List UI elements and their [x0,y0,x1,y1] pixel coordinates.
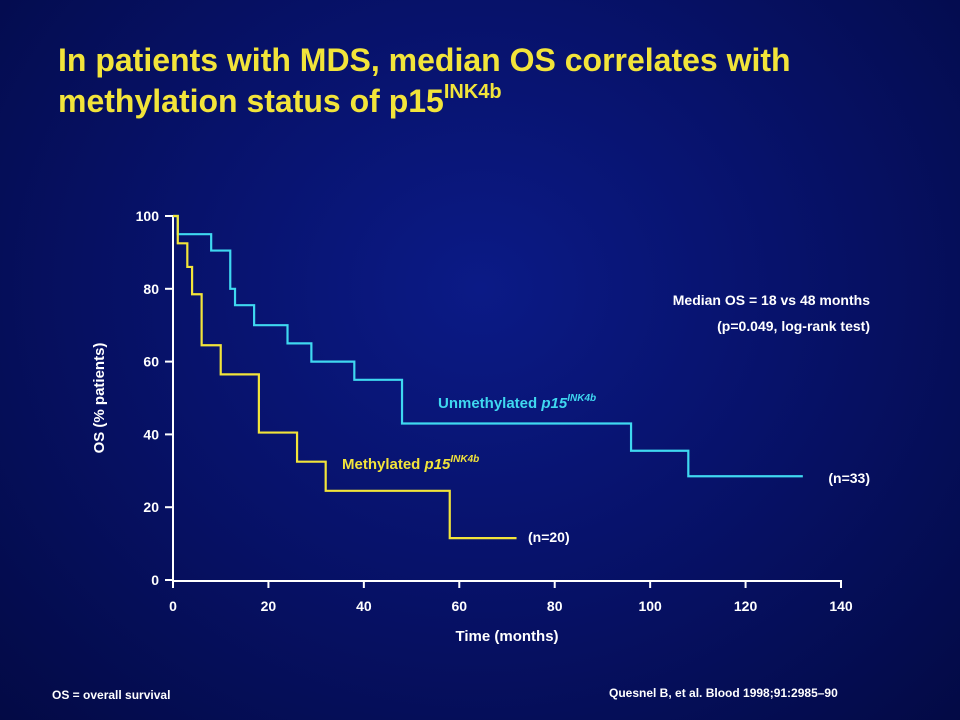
chart-axes: 0 20 40 60 80 100 120 140 0 20 40 60 80 100 [136,208,853,614]
slide-title-text: In patients with MDS, median OS correlat… [58,42,791,119]
median-os-annotation: Median OS = 18 vs 48 months [673,292,870,308]
methylated-label-superscript: INK4b [450,454,479,465]
y-tick-label: 60 [143,354,159,370]
chart-series [173,214,803,540]
footnote-abbreviation: OS = overall survival [52,688,171,702]
methylated-label-text: Methylated [342,456,425,473]
y-tick-label: 80 [143,281,159,297]
methylated-n-label: (n=20) [528,529,570,545]
unmethylated-label-gene: p15 [540,395,568,412]
unmethylated-survival-curve [173,214,803,478]
x-tick-label: 140 [829,598,853,614]
unmethylated-label-text: Unmethylated [438,395,541,412]
x-tick-label: 0 [169,598,177,614]
footnote-citation: Quesnel B, et al. Blood 1998;91:2985–90 [609,686,838,700]
slide-title-superscript: INK4b [443,81,502,103]
unmethylated-series-label: Unmethylated p15INK4b [438,393,596,412]
y-tick-label: 20 [143,499,159,515]
y-tick-label: 100 [136,208,160,224]
x-tick-label: 40 [356,598,372,614]
y-tick-label: 0 [151,572,159,588]
unmethylated-label-superscript: INK4b [567,393,596,404]
x-tick-label: 20 [261,598,277,614]
y-axis-label: OS (% patients) [91,343,108,454]
x-tick-label: 120 [734,598,758,614]
methylated-survival-curve [173,214,517,540]
methylated-label-gene: p15 [424,456,452,473]
x-tick-label: 100 [638,598,662,614]
x-tick-label: 80 [547,598,563,614]
x-axis-label: Time (months) [455,628,558,645]
methylated-series-label: Methylated p15INK4b [342,454,479,473]
slide-title: In patients with MDS, median OS correlat… [58,40,938,122]
log-rank-annotation: (p=0.049, log-rank test) [717,318,870,334]
y-tick-label: 40 [143,426,159,442]
unmethylated-n-label: (n=33) [828,470,870,486]
x-tick-label: 60 [451,598,467,614]
